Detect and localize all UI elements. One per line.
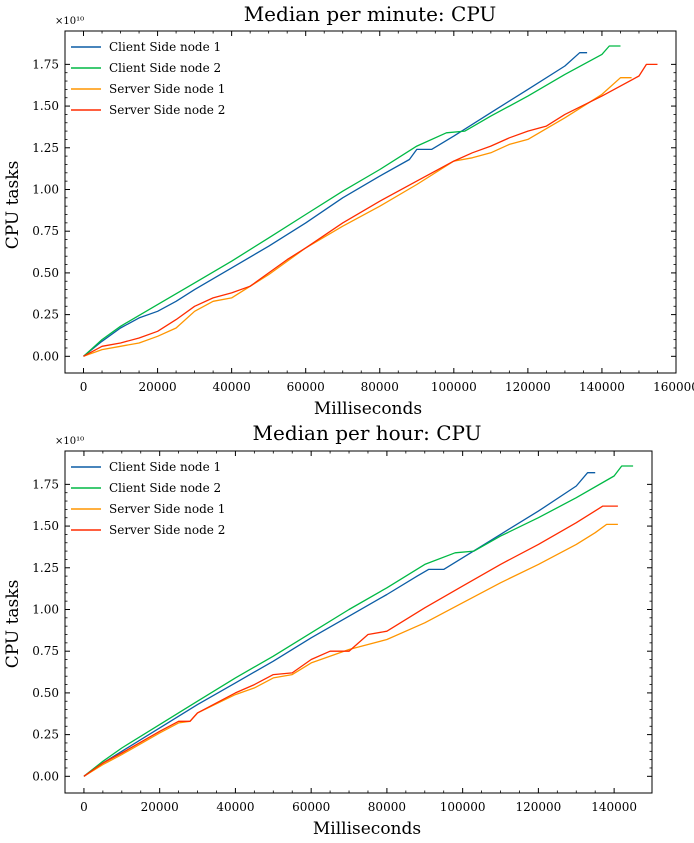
y-tick-label: 0.50 (32, 686, 59, 700)
y-tick-label: 1.25 (32, 561, 59, 575)
series-line-3 (83, 77, 632, 357)
y-offset-label: ×10¹⁰ (55, 436, 84, 447)
series-line-2 (83, 45, 621, 357)
x-tick-label: 20000 (141, 800, 179, 814)
x-tick-label: 20000 (138, 380, 176, 394)
legend-label: Client Side node 2 (109, 481, 221, 495)
x-tick-label: 100000 (431, 380, 477, 394)
x-tick-label: 100000 (440, 800, 486, 814)
x-tick-label: 80000 (361, 380, 399, 394)
x-tick-label: 140000 (579, 380, 625, 394)
y-tick-label: 1.00 (32, 602, 59, 616)
series-line-1 (83, 472, 596, 777)
series-line-2 (83, 465, 634, 777)
y-tick-label: 1.75 (32, 477, 59, 491)
y-offset-label: ×10¹⁰ (55, 16, 84, 27)
legend-label: Server Side node 2 (109, 103, 225, 117)
y-tick-label: 0.00 (32, 349, 59, 363)
legend-label: Client Side node 1 (109, 460, 221, 474)
x-tick-label: 0 (80, 380, 88, 394)
y-tick-label: 0.00 (32, 769, 59, 783)
y-tick-label: 0.75 (32, 644, 59, 658)
x-axis-label: Milliseconds (314, 399, 422, 419)
y-tick-label: 1.75 (32, 57, 59, 71)
y-tick-label: 0.75 (32, 224, 59, 238)
legend-label: Server Side node 2 (109, 523, 225, 537)
x-tick-label: 120000 (505, 380, 551, 394)
x-tick-label: 40000 (213, 380, 251, 394)
y-tick-label: 1.00 (32, 182, 59, 196)
x-tick-label: 120000 (515, 800, 561, 814)
y-tick-label: 1.50 (32, 519, 59, 533)
y-tick-label: 1.25 (32, 141, 59, 155)
y-tick-label: 0.50 (32, 266, 59, 280)
chart-title: Median per minute: CPU (244, 2, 497, 26)
chart-title: Median per hour: CPU (253, 421, 482, 445)
legend-label: Server Side node 1 (109, 82, 225, 96)
x-tick-label: 140000 (591, 800, 637, 814)
series-line-4 (83, 63, 658, 357)
chart-median-per-hour: Median per hour: CPU ×10¹⁰ Milliseconds … (3, 421, 653, 839)
series-line-4 (83, 505, 618, 777)
plot-frame (64, 30, 677, 374)
chart-median-per-minute: Median per minute: CPU ×10¹⁰ Millisecond… (3, 2, 694, 419)
x-tick-label: 60000 (292, 800, 330, 814)
x-tick-label: 0 (80, 800, 88, 814)
x-tick-label: 80000 (368, 800, 406, 814)
legend-label: Server Side node 1 (109, 502, 225, 516)
series-line-3 (83, 523, 618, 777)
plot-frame (64, 450, 653, 794)
x-tick-label: 60000 (287, 380, 325, 394)
x-axis-label: Milliseconds (313, 819, 421, 839)
y-axis-label: CPU tasks (3, 580, 23, 669)
series-line-1 (83, 52, 588, 357)
y-axis-label: CPU tasks (3, 161, 23, 250)
legend: Client Side node 1 Client Side node 2 Serv… (71, 40, 225, 117)
x-tick-label: 40000 (216, 800, 254, 814)
y-tick-label: 0.25 (32, 308, 59, 322)
y-tick-label: 1.50 (32, 99, 59, 113)
legend: Client Side node 1 Client Side node 2 Serv… (71, 460, 225, 537)
legend-label: Client Side node 1 (109, 40, 221, 54)
y-tick-label: 0.25 (32, 728, 59, 742)
legend-label: Client Side node 2 (109, 61, 221, 75)
